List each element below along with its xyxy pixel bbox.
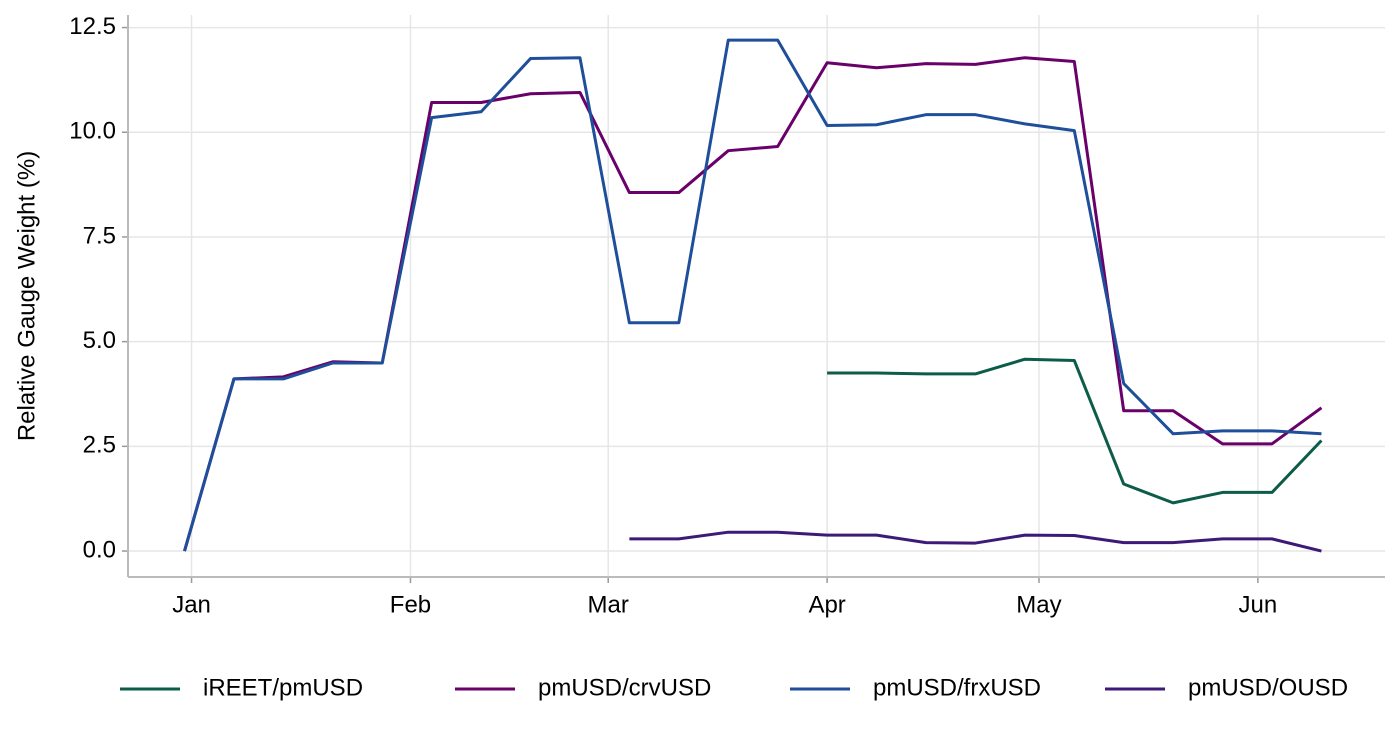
x-tick-label: Mar [588, 591, 629, 618]
y-tick-label: 5.0 [83, 327, 116, 354]
legend-label: pmUSD/crvUSD [538, 674, 711, 701]
legend-label: iREET/pmUSD [203, 674, 363, 701]
x-tick-label: Feb [390, 591, 431, 618]
y-tick-label: 2.5 [83, 432, 116, 459]
series-line [183, 38, 1322, 552]
y-tick-label: 0.0 [83, 536, 116, 563]
legend-label: pmUSD/OUSD [1188, 674, 1348, 701]
y-axis-label: Relative Gauge Weight (%) [13, 151, 40, 441]
x-tick-label: Jan [172, 591, 211, 618]
x-tick-label: Jun [1239, 591, 1278, 618]
y-tick-label: 12.5 [69, 13, 116, 40]
y-tick-label: 7.5 [83, 222, 116, 249]
x-tick-label: Apr [808, 591, 845, 618]
legend-label: pmUSD/frxUSD [873, 674, 1041, 701]
y-tick-label: 10.0 [69, 118, 116, 145]
x-tick-label: May [1016, 591, 1061, 618]
series-line [827, 357, 1323, 505]
series-line [629, 530, 1322, 553]
